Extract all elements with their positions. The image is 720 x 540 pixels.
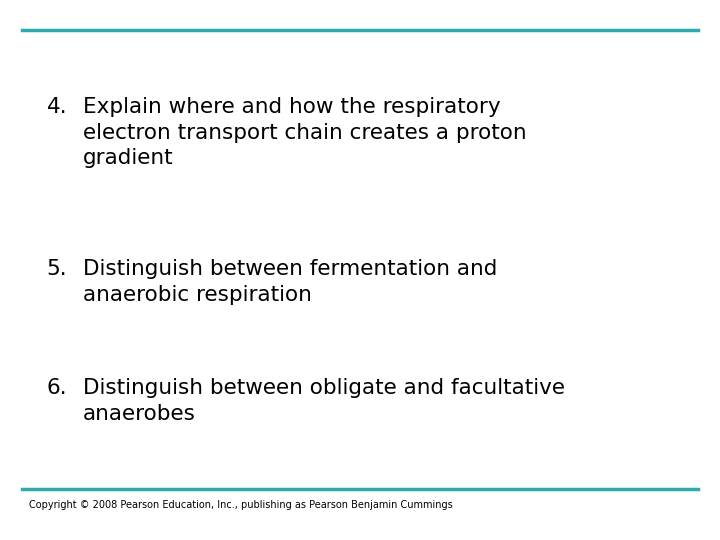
Text: Distinguish between obligate and facultative
anaerobes: Distinguish between obligate and faculta… [83,378,564,423]
Text: 4.: 4. [47,97,68,117]
Text: Explain where and how the respiratory
electron transport chain creates a proton
: Explain where and how the respiratory el… [83,97,526,168]
Text: Distinguish between fermentation and
anaerobic respiration: Distinguish between fermentation and ana… [83,259,498,305]
Text: 6.: 6. [47,378,68,398]
Text: 5.: 5. [47,259,68,279]
Text: Copyright © 2008 Pearson Education, Inc., publishing as Pearson Benjamin Cumming: Copyright © 2008 Pearson Education, Inc.… [29,500,453,510]
